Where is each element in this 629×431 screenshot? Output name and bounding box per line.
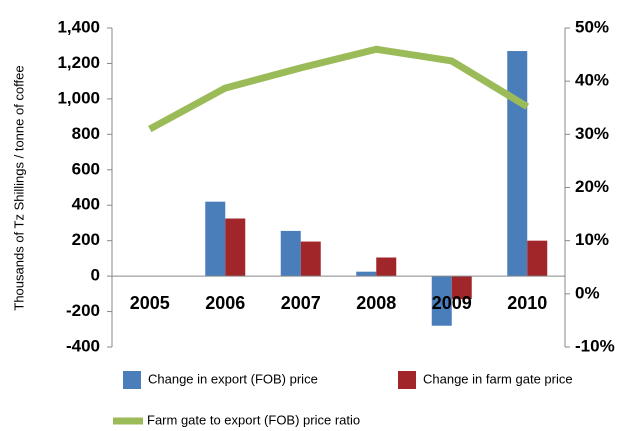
- y-tick-label: 800: [72, 124, 100, 143]
- x-tick-label: 2007: [281, 293, 321, 313]
- bar: [280, 230, 301, 277]
- y2-tick-label: 30%: [575, 124, 609, 143]
- bar: [205, 201, 226, 277]
- x-tick-label: 2008: [356, 293, 396, 313]
- line: [148, 45, 530, 133]
- bar: [376, 257, 397, 277]
- bar: [225, 218, 246, 277]
- legend-label: Farm gate to export (FOB) price ratio: [147, 412, 360, 427]
- y-tick-label: 400: [72, 195, 100, 214]
- bar: [300, 241, 321, 277]
- bar: [431, 276, 452, 326]
- y-tick-label: 600: [72, 159, 100, 178]
- legend-swatch: [398, 371, 416, 389]
- y-tick-label: -200: [66, 301, 100, 320]
- y2-tick-label: 40%: [575, 71, 609, 90]
- y-tick-label: 200: [72, 230, 100, 249]
- bar: [507, 51, 528, 277]
- legend-label: Change in farm gate price: [423, 371, 573, 386]
- x-tick-label: 2010: [507, 293, 547, 313]
- bar: [451, 276, 472, 300]
- y-tick-label: 0: [91, 266, 100, 285]
- y2-tick-label: 10%: [575, 230, 609, 249]
- x-tick-label: 2005: [130, 293, 170, 313]
- x-tick-label: 2006: [205, 293, 245, 313]
- y2-tick-label: 50%: [575, 17, 609, 36]
- y-tick-label: 1,000: [57, 88, 100, 107]
- y-tick-label: -400: [66, 336, 100, 355]
- x-tick-label: 2009: [432, 293, 472, 313]
- y2-tick-label: -10%: [575, 336, 615, 355]
- y-axis-label: Thousands of Tz Shillings / tonne of cof…: [11, 65, 26, 310]
- y-tick-label: 1,400: [57, 17, 100, 36]
- y2-tick-label: 20%: [575, 177, 609, 196]
- legend-swatch: [123, 371, 141, 389]
- y2-tick-label: 0%: [575, 283, 600, 302]
- y-tick-label: 1,200: [57, 53, 100, 72]
- bar: [527, 240, 548, 277]
- legend-label: Change in export (FOB) price: [148, 371, 318, 386]
- bar: [356, 271, 377, 277]
